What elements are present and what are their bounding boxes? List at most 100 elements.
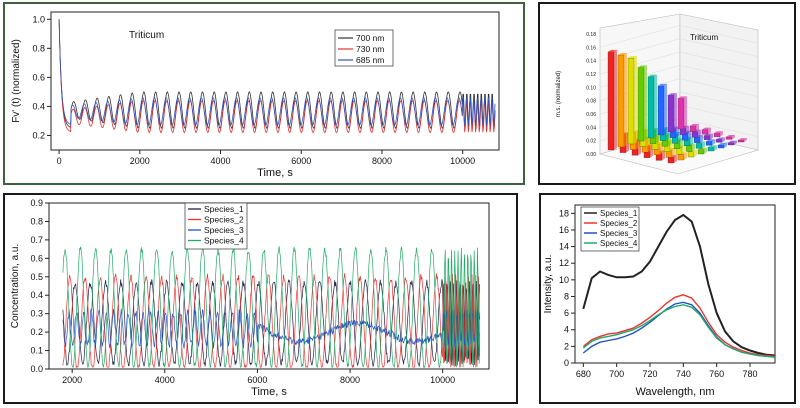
- fluor-series-line-2: [58, 19, 496, 126]
- bar3d-bar-side: [686, 125, 689, 135]
- bar3d-bar-side: [702, 141, 705, 149]
- bar3d-bar-side: [624, 53, 627, 147]
- conc-legend-label: Species_4: [204, 236, 244, 246]
- conc-series-line-1: [62, 273, 481, 369]
- fluor-x-tick-label: 6000: [291, 156, 311, 166]
- fluor-legend-label: 700 nm: [356, 33, 384, 43]
- conc-plot-frame: [48, 202, 490, 370]
- bar3d-bar-side: [710, 133, 713, 140]
- conc-legend-label: Species_1: [204, 204, 244, 214]
- bar3d-bar: [637, 67, 645, 142]
- bar3d-bar-side: [688, 130, 691, 141]
- bar3d-bar-side: [664, 83, 667, 135]
- fluor-legend-label: 730 nm: [356, 44, 384, 54]
- bar3d-bar: [677, 98, 685, 130]
- bar3d-bar-side: [654, 74, 657, 138]
- bar3d-bar: [657, 85, 665, 136]
- bar3d-bar: [701, 129, 709, 135]
- fluor-y-tick-label: 0.6: [32, 72, 45, 82]
- bar3d-bar-side: [704, 147, 707, 154]
- spec-x-tick-label: 780: [742, 369, 757, 379]
- bar3d-bar: [691, 131, 699, 138]
- bar3d-grid-line: [679, 91, 759, 111]
- bar3d-bar-side: [722, 137, 725, 143]
- bar3d-z-tick-label: 0.16: [586, 45, 596, 51]
- bar3d-bar: [667, 156, 675, 164]
- spec-plot-frame: [574, 204, 776, 364]
- bar3d-grid-line: [679, 78, 759, 97]
- spec-legend-label: Species_2: [600, 219, 638, 228]
- conc-y-axis-label: Concentration, a.u.: [10, 244, 21, 329]
- conc-y-tick-label: 0.6: [30, 253, 43, 263]
- fluor-x-tick-label: 10000: [450, 156, 475, 166]
- spec-y-tick-label: 4: [564, 325, 569, 335]
- bar3d-bar-side: [744, 138, 747, 142]
- conc-y-tick-label: 0.2: [30, 327, 43, 337]
- spec-y-axis-label: Intensity, a.u.: [543, 255, 554, 314]
- conc-x-tick-label: 4000: [155, 375, 175, 385]
- spec-y-tick-label: 16: [559, 225, 569, 235]
- panel-3d-bar-chart: 0.00 0.02 0.04 0.06 0.08 0.10 0.12 0.14 0.16 0.18…: [538, 2, 796, 185]
- spec-legend-label: Species_4: [600, 239, 638, 248]
- conc-x-axis-label: Time, s: [251, 386, 287, 398]
- bar3d-bar: [607, 51, 615, 151]
- bar3d-bar-side: [720, 131, 723, 137]
- fluor-legend-label: 685 nm: [356, 55, 384, 65]
- bar3d-bar: [617, 54, 625, 148]
- bar3d-bar-side: [712, 139, 715, 146]
- conc-x-tick-label: 10000: [430, 375, 455, 385]
- conc-y-tick-label: 0.5: [30, 272, 43, 282]
- fluor-y-tick-label: 0.2: [32, 130, 45, 140]
- bar3d-bar-side: [684, 96, 687, 129]
- bar3d-bar: [667, 95, 675, 133]
- bar3d-bar-side: [692, 143, 695, 152]
- bar3d-bar: [705, 141, 713, 146]
- bar3d-grid-line: [679, 118, 759, 137]
- spec-y-tick-label: 12: [559, 258, 569, 268]
- bar3d-grid-line: [679, 65, 759, 84]
- fluor-x-axis-label: Time, s: [257, 167, 293, 179]
- fluor-series-line-0: [58, 19, 496, 129]
- fluor-y-tick-label: 0.8: [32, 43, 45, 53]
- bar3d-bar: [697, 149, 705, 155]
- spec-y-tick-label: 10: [559, 275, 569, 285]
- bar3d-bar-side: [634, 56, 637, 145]
- bar3d-chart-title: Triticum: [690, 33, 718, 42]
- fluor-series-line-1: [58, 19, 496, 134]
- bar3d-bar-side: [694, 149, 697, 157]
- bar3d-grid-line: [599, 25, 681, 48]
- fluor-y-tick-label: 1.0: [32, 14, 45, 24]
- fluor-x-tick-label: 0: [57, 156, 62, 166]
- bar3d-z-tick-label: 0.06: [586, 112, 596, 118]
- bar3d-bar-top: [702, 127, 711, 130]
- bar3d-bar-side: [674, 93, 677, 132]
- bar3d-bar-side: [700, 135, 703, 143]
- bar3d-bar-side: [684, 152, 687, 160]
- bar3d-bar-side: [714, 145, 717, 151]
- bar3d-bar-side: [724, 143, 727, 148]
- chart-intensity-wavelength: 680 700 720 740 760 780 0 2 4 6 8 10 12 14 16 18 Wavelen…: [543, 204, 776, 398]
- spec-y-tick-label: 14: [559, 242, 569, 252]
- bar3d-grid-line: [679, 105, 759, 124]
- bar3d-bar: [689, 125, 697, 132]
- fluor-plot-frame: [50, 11, 500, 151]
- spec-legend-label: Species_3: [600, 229, 638, 238]
- conc-y-tick-label: 0.0: [30, 364, 43, 374]
- panel-concentration-time: 2000 4000 6000 8000 10000 0.0 0.1 0.2 0.3 0.4 0.5 0…: [3, 193, 518, 404]
- fluor-chart-title: Triticum: [129, 30, 164, 41]
- conc-x-tick-label: 8000: [340, 375, 360, 385]
- conc-y-tick-label: 0.3: [30, 309, 43, 319]
- bar3d-bar: [627, 57, 635, 145]
- spec-y-tick-label: 6: [564, 308, 569, 318]
- fluor-x-tick-label: 8000: [372, 156, 392, 166]
- bar3d-z-axis-label: m.s. (normalized): [556, 71, 562, 117]
- bar3d-grid-line: [679, 25, 759, 44]
- spec-x-axis-label: Wavelength, nm: [635, 386, 714, 398]
- bar3d-bar-side: [674, 155, 677, 163]
- conc-y-tick-label: 0.1: [30, 346, 43, 356]
- conc-series-line-2: [62, 308, 481, 349]
- bar3d-bar: [677, 154, 685, 161]
- fluor-x-tick-label: 2000: [130, 156, 150, 166]
- bar3d-bar: [713, 133, 721, 137]
- bar3d-bar-side: [682, 145, 685, 155]
